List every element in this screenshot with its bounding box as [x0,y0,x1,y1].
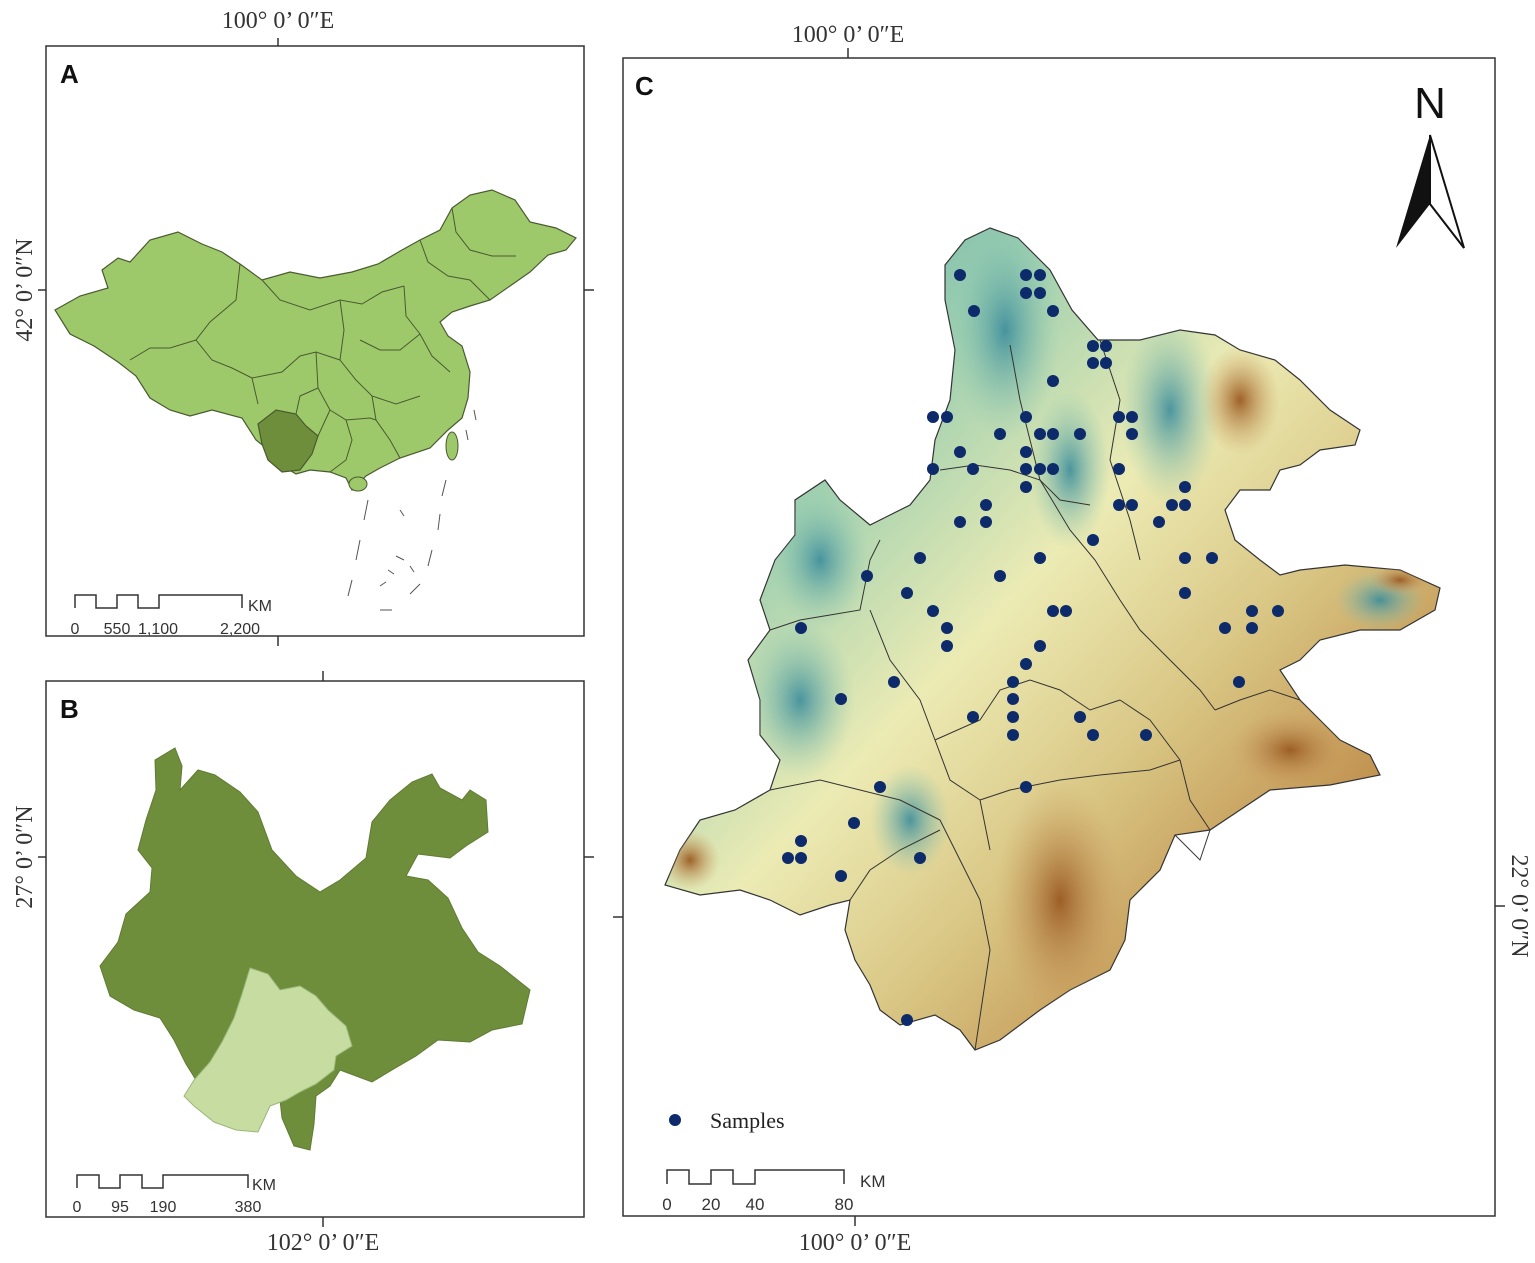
panel-b-scale-tick-0: 0 [73,1199,82,1216]
panel-c-scale-bar [666,1169,845,1185]
panel-c-scale-tick-0: 0 [662,1195,671,1214]
terrain-map [664,227,1441,1051]
panel-b-scale-tick-1: 95 [111,1199,129,1216]
panel-c-scale-tick-2: 40 [746,1195,765,1214]
panel-a-scale-tick-0: 0 [71,621,80,638]
north-arrow-icon [1396,134,1465,249]
legend-samples-label: Samples [710,1108,785,1133]
panel-a-left-coord: 42° 0’ 0″N [12,238,38,341]
panel-c-scale-tick-1: 20 [702,1195,721,1214]
sample-points [782,269,1284,1026]
panel-a-scale-tick-1: 550 [104,621,131,638]
taiwan [445,431,459,461]
panel-c-scale-unit: KM [860,1172,886,1191]
panel-b-label: B [60,694,79,724]
north-label: N [1414,79,1446,128]
panel-a-scale-tick-3: 2,200 [220,621,260,638]
panel-b-left-coord: 27° 0’ 0″N [12,805,38,908]
legend-sample-dot [669,1114,681,1126]
china-map [54,189,577,492]
panel-a-label: A [60,59,79,89]
study-area [183,967,353,1133]
panel-a-scale-bar [74,594,243,609]
panel-b-bottom-coord: 102° 0’ 0″E [267,1230,379,1256]
panel-c-top-coord: 100° 0’ 0″E [792,22,904,48]
panel-a: A 100° 0’ 0″E 42° 0’ 0″N [12,8,594,646]
panel-c: C 100° 0’ 0″E 100° 0’ 0″E 22° 0’ 0″N N [613,22,1532,1256]
panel-b: B 102° 0’ 0″E 27° 0’ 0″N KM 0 95 190 380 [12,671,594,1256]
yunnan-province [99,747,531,1151]
panel-a-top-coord: 100° 0’ 0″E [222,8,334,34]
panel-c-right-coord: 22° 0’ 0″N [1506,854,1532,957]
district-borders [769,339,1301,1051]
panel-b-scale-tick-3: 380 [235,1199,262,1216]
panel-b-scale-bar [76,1174,249,1189]
province-borders [129,207,516,473]
hainan [348,476,368,492]
panel-a-scale-unit: KM [248,598,272,615]
panel-b-scale-tick-2: 190 [150,1199,177,1216]
yunnan-highlight [257,409,319,473]
panel-c-label: C [635,71,654,101]
panel-b-scale-unit: KM [252,1177,276,1194]
panel-c-scale-tick-3: 80 [835,1195,854,1214]
south-china-sea-islands [347,409,477,611]
panel-a-scale-tick-2: 1,100 [138,621,178,638]
panel-c-bottom-coord: 100° 0’ 0″E [799,1230,911,1256]
